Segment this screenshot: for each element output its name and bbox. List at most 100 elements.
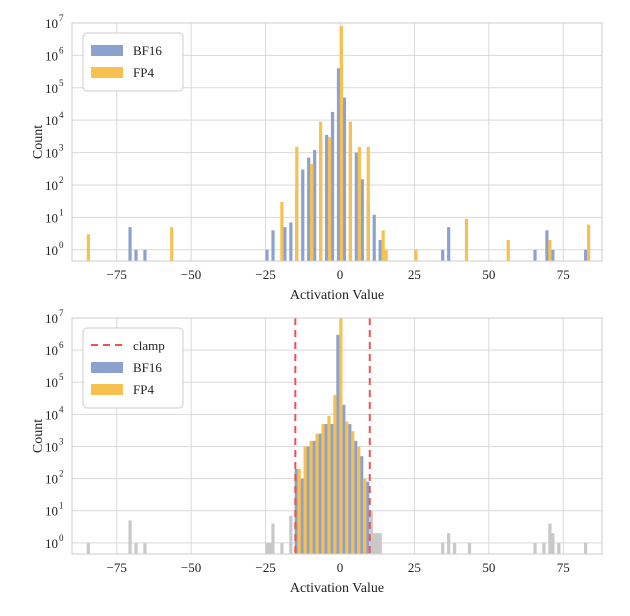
clipped-bar	[548, 523, 552, 554]
fp4-bar	[345, 421, 349, 554]
bf16-bar	[289, 222, 293, 261]
y-tick-exponent: 1	[59, 207, 64, 217]
legend-fp4-swatch	[91, 67, 123, 78]
bf16-bar	[378, 240, 382, 261]
fp4-bar	[357, 146, 361, 261]
plot-frame	[71, 317, 603, 555]
bf16-bar	[324, 134, 329, 261]
clipped-bar	[134, 542, 138, 554]
clipped-bar	[143, 542, 147, 554]
clipped-bar	[378, 533, 382, 554]
x-tick-label: −25	[255, 560, 275, 575]
legend-label: clamp	[133, 338, 165, 353]
bf16-bar	[301, 169, 305, 261]
fp4-bar	[506, 240, 510, 261]
bf16-bar	[300, 478, 304, 554]
y-tick-exponent: 0	[59, 240, 64, 250]
clipped-bar	[375, 533, 379, 554]
bf16-bar	[348, 424, 352, 554]
bf16-bar	[336, 334, 340, 554]
fp4-bar	[327, 137, 332, 261]
x-tick-label: 75	[557, 267, 570, 282]
y-tick-label: 10	[45, 113, 58, 128]
y-tick-exponent: 5	[59, 372, 64, 382]
x-tick-label: 50	[482, 267, 495, 282]
fp4-bar	[280, 201, 284, 261]
y-tick-exponent: 7	[59, 13, 64, 23]
y-tick-label: 10	[45, 210, 58, 225]
plot-frame	[71, 22, 603, 262]
y-tick-label: 10	[45, 146, 58, 161]
fp4-bar	[319, 121, 323, 261]
y-tick-exponent: 2	[59, 469, 64, 479]
x-tick-label: −25	[255, 267, 275, 282]
legend-bf16-swatch	[91, 362, 123, 373]
legend-label: BF16	[133, 43, 162, 58]
x-tick-label: 75	[557, 560, 570, 575]
fp4-bar	[348, 121, 352, 261]
legend-bf16-swatch	[91, 45, 123, 56]
y-tick-exponent: 7	[59, 308, 64, 318]
bf16-bar	[447, 227, 451, 261]
bf16-bar	[545, 230, 549, 261]
bf16-bar	[271, 230, 275, 261]
legend-fp4-swatch	[91, 384, 123, 395]
x-tick-label: 0	[337, 560, 344, 575]
clipped-bar	[271, 523, 275, 554]
fp4-bar	[303, 446, 307, 554]
y-tick-label: 10	[45, 16, 58, 31]
clipped-bar	[128, 520, 132, 554]
y-tick-label: 10	[45, 375, 58, 390]
clipped-bar	[453, 542, 457, 554]
clipped-bar	[533, 542, 537, 554]
bf16-bar	[354, 440, 358, 554]
x-tick-label: 25	[408, 267, 421, 282]
x-tick-label: 50	[482, 560, 495, 575]
fp4-bar	[351, 431, 355, 554]
legend-label: FP4	[133, 382, 154, 397]
fp4-bar	[310, 163, 314, 261]
bf16-bar	[318, 433, 322, 554]
bf16-bar	[313, 150, 317, 261]
fp4-bar	[297, 468, 301, 554]
bf16-bar	[283, 227, 287, 261]
legend-box	[82, 32, 184, 92]
y-tick-label: 10	[45, 504, 58, 519]
fp4-bar	[381, 230, 385, 261]
fp4-bar	[309, 440, 313, 554]
fp4-bar	[548, 240, 552, 261]
y-tick-exponent: 3	[59, 143, 64, 153]
y-tick-label: 10	[45, 439, 58, 454]
fp4-bar	[86, 234, 90, 261]
fp4-bar	[363, 478, 367, 554]
bf16-bar	[312, 440, 316, 554]
bf16-bar	[330, 424, 334, 554]
clipped-bar	[280, 542, 284, 554]
bf16-bar	[307, 157, 311, 261]
bf16-bar	[342, 404, 346, 554]
x-tick-label: −75	[106, 560, 126, 575]
clipped-bar	[289, 515, 293, 554]
fp4-bar	[170, 227, 174, 261]
clipped-bar	[265, 542, 269, 554]
y-tick-label: 10	[45, 311, 58, 326]
y-tick-label: 10	[45, 407, 58, 422]
clipped-bar	[447, 533, 451, 554]
x-axis-title: Activation Value	[290, 581, 384, 596]
clipped-bar	[467, 542, 472, 554]
bf16-bar	[360, 456, 364, 554]
bf16-bar	[584, 249, 588, 261]
y-tick-exponent: 6	[59, 340, 64, 350]
fp4-bar	[384, 249, 388, 261]
y-tick-label: 10	[45, 178, 58, 193]
fp4-bar	[357, 446, 361, 554]
y-tick-label: 10	[45, 243, 58, 258]
x-axis-title: Activation Value	[290, 288, 384, 303]
y-tick-exponent: 2	[59, 175, 64, 185]
bf16-bar	[306, 446, 310, 554]
legend-label: BF16	[133, 360, 162, 375]
bf16-bar	[342, 97, 347, 262]
